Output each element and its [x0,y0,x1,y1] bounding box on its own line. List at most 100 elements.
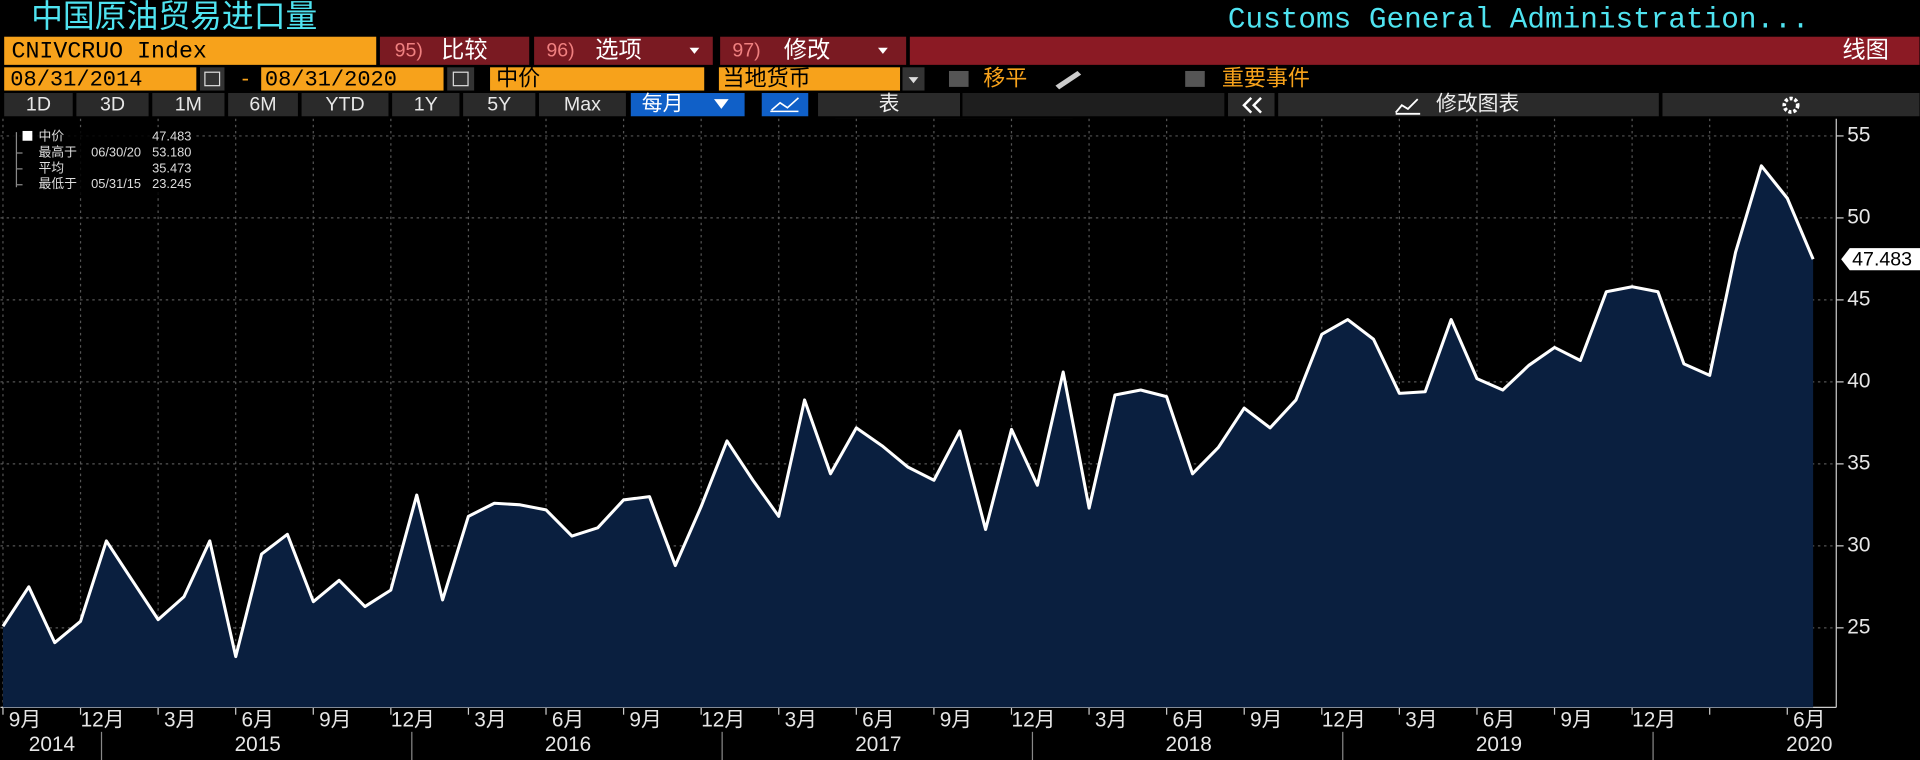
ticker[interactable]: CNIVCRUO Index [12,39,207,65]
x-tick-label: 12月 [81,708,125,731]
area [2,165,1814,708]
modify-label[interactable]: 修改 [784,37,831,63]
y-tick-label: 50 [1847,205,1870,228]
checkbox[interactable] [948,70,969,87]
modify-button[interactable] [720,36,907,65]
edit-chart[interactable]: 修改图表 [1436,93,1519,116]
field[interactable]: 中价 [496,65,540,90]
legend-stat-label: 平均 [38,160,64,175]
currency[interactable]: 当地货币 [723,65,811,90]
range-label[interactable]: 3D [100,93,125,115]
year-label: 2019 [1476,733,1522,756]
year-label: 2017 [855,733,901,756]
modify-key[interactable]: 97) [732,40,760,62]
legend-stat-value: 53.180 [152,144,191,159]
range-label[interactable]: YTD [325,93,364,115]
range-button[interactable] [301,93,389,117]
options-key[interactable]: 96) [546,40,574,62]
edit-chart-button[interactable] [1278,93,1659,117]
legend-stat-date: 05/31/15 [91,176,141,191]
legend-box [10,127,197,195]
x-tick-label: 9月 [1560,708,1592,731]
x-tick-label: 3月 [785,708,817,731]
start-date[interactable]: 08/31/2014 [10,67,142,92]
dropdown-arrow [689,47,700,54]
y-tick-label: 45 [1847,287,1870,310]
range-label[interactable]: 1D [26,93,51,115]
range-button[interactable] [228,93,298,117]
field-box[interactable] [490,67,705,91]
collapse-button[interactable] [1228,93,1275,117]
spacer [962,93,1225,117]
x-tick-label: 6月 [1483,708,1515,731]
x-tick-label: 6月 [862,708,894,731]
calendar-icon[interactable] [200,67,225,91]
options-label[interactable]: 选项 [595,37,642,63]
range-label[interactable]: 1M [175,93,202,115]
x-tick-label: 12月 [391,708,435,731]
range-button[interactable] [539,93,626,117]
range-button[interactable] [152,93,225,117]
y-tick-label: 30 [1847,533,1870,556]
y-tick-label: 55 [1847,123,1870,146]
compare-button[interactable] [379,36,530,65]
plot-area: 25 30 35 40 45 50 55 9月 12月 3月 6月 9月 12月 3月 6月 9月 12月 3月 6… [0,118,1920,760]
year-label: 2015 [235,733,281,756]
line-chart-button[interactable] [761,93,809,117]
calendar-icon[interactable] [447,67,475,91]
year-label: 2014 [29,733,75,756]
table[interactable]: 表 [879,93,900,116]
legend-stat-value: 23.245 [152,176,191,191]
ticker-box[interactable] [4,36,377,65]
x-tick-label: 9月 [1250,708,1282,731]
checkbox[interactable] [1185,70,1205,87]
legend-stat-label: 最低于 [38,176,77,191]
frequency-button[interactable] [630,93,745,117]
source: Customs General Administration... [1228,3,1809,36]
x-tick-label: 9月 [9,708,41,731]
year-label: 2016 [545,733,591,756]
end-date-box[interactable] [261,67,444,91]
range-button[interactable] [463,93,536,117]
x-tick-label: 12月 [701,708,745,731]
range-button[interactable] [76,93,149,117]
year-label: 2020 [1786,733,1832,756]
moving-average[interactable]: 移平 [983,65,1027,90]
compare-label[interactable]: 比较 [441,37,488,63]
events[interactable]: 重要事件 [1222,65,1310,90]
currency-box[interactable] [718,67,901,91]
line-icon [770,97,799,113]
legend-stat-label: 最高于 [38,144,77,159]
frequency[interactable]: 每月 [642,93,684,116]
range-label[interactable]: 1Y [414,93,438,115]
dropdown-arrow [908,77,919,84]
x-tick-label: 6月 [552,708,584,731]
legend-value: 47.483 [152,128,191,143]
range-label[interactable]: 5Y [487,93,511,115]
x-tick-label: 3月 [1095,708,1127,731]
range-button[interactable] [4,93,73,117]
range-label[interactable]: Max [564,93,601,115]
view-bar [909,36,1920,65]
y-tick-label: 40 [1847,369,1870,392]
y-tick-label: 35 [1847,451,1870,474]
start-date-box[interactable] [4,67,197,91]
settings-button[interactable] [1662,93,1920,117]
dropdown-arrow [714,99,729,109]
range-button[interactable] [392,93,460,117]
year-label: 2018 [1166,733,1212,756]
x-tick-label: 12月 [1322,708,1366,731]
legend-stat-date: 06/30/20 [91,144,141,159]
end-date[interactable]: 08/31/2020 [265,67,397,92]
calendar-glyph [204,71,221,87]
legend-stats: 最高于 06/30/20 53.180 平均 35.473 最低于 05/31/15 23.2… [15,132,191,191]
view-label[interactable]: 线图 [1842,37,1889,63]
compare-key[interactable]: 95) [395,40,423,62]
y-tick-label: 25 [1847,615,1870,638]
legend-stat-value: 35.473 [152,160,191,175]
range-label[interactable]: 6M [249,93,276,115]
table-button[interactable] [818,93,960,117]
options-button[interactable] [534,36,713,65]
